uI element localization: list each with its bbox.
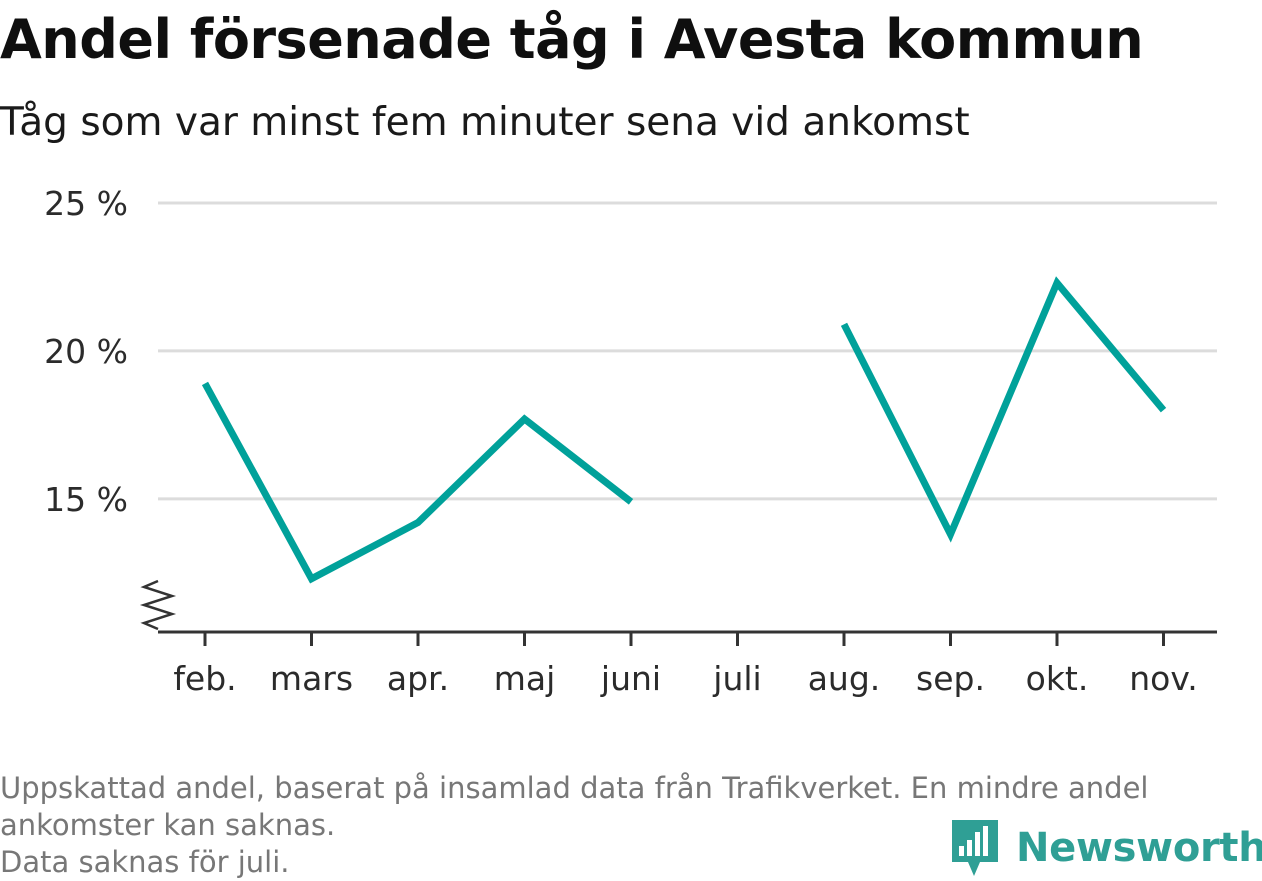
x-tick-label: juli	[712, 659, 761, 698]
bar-chart-icon	[952, 820, 998, 876]
x-tick-label: feb.	[173, 659, 236, 698]
footnote-line: Data saknas för juli.	[0, 845, 290, 879]
y-tick-label: 15 %	[44, 480, 128, 519]
x-tick-label: aug.	[808, 659, 881, 698]
x-tick-label: mars	[270, 659, 353, 698]
chart-title: Andel försenade tåg i Avesta kommun	[0, 8, 1144, 71]
y-axis-ticks: 15 % 20 % 25 %	[44, 184, 128, 519]
brand-name: Newsworthy	[1016, 825, 1262, 871]
series-line	[201, 381, 634, 584]
x-tick-label: nov.	[1129, 659, 1198, 698]
series-lines	[201, 276, 1167, 584]
series-line	[840, 276, 1167, 543]
y-tick-label: 25 %	[44, 184, 128, 223]
x-axis-ticks: feb. mars apr. maj juni juli aug. sep. okt. nov.	[173, 632, 1198, 698]
x-tick-label: apr.	[387, 659, 449, 698]
x-tick-label: okt.	[1026, 659, 1089, 698]
chart-subtitle: Tåg som var minst fem minuter sena vid a…	[0, 100, 970, 145]
x-tick-label: juni	[600, 659, 661, 698]
axis-break-icon	[139, 579, 177, 631]
footnote-line: ankomster kan saknas.	[0, 808, 336, 842]
y-tick-label: 20 %	[44, 332, 128, 371]
brand-logo: Newsworthy	[950, 818, 1262, 878]
x-axis	[139, 579, 1217, 634]
gridlines	[158, 201, 1217, 501]
footnote-line: Uppskattad andel, baserat på insamlad da…	[0, 771, 1149, 805]
x-tick-label: sep.	[916, 659, 985, 698]
x-tick-label: maj	[494, 659, 556, 698]
footnote: Uppskattad andel, baserat på insamlad da…	[0, 770, 1250, 881]
